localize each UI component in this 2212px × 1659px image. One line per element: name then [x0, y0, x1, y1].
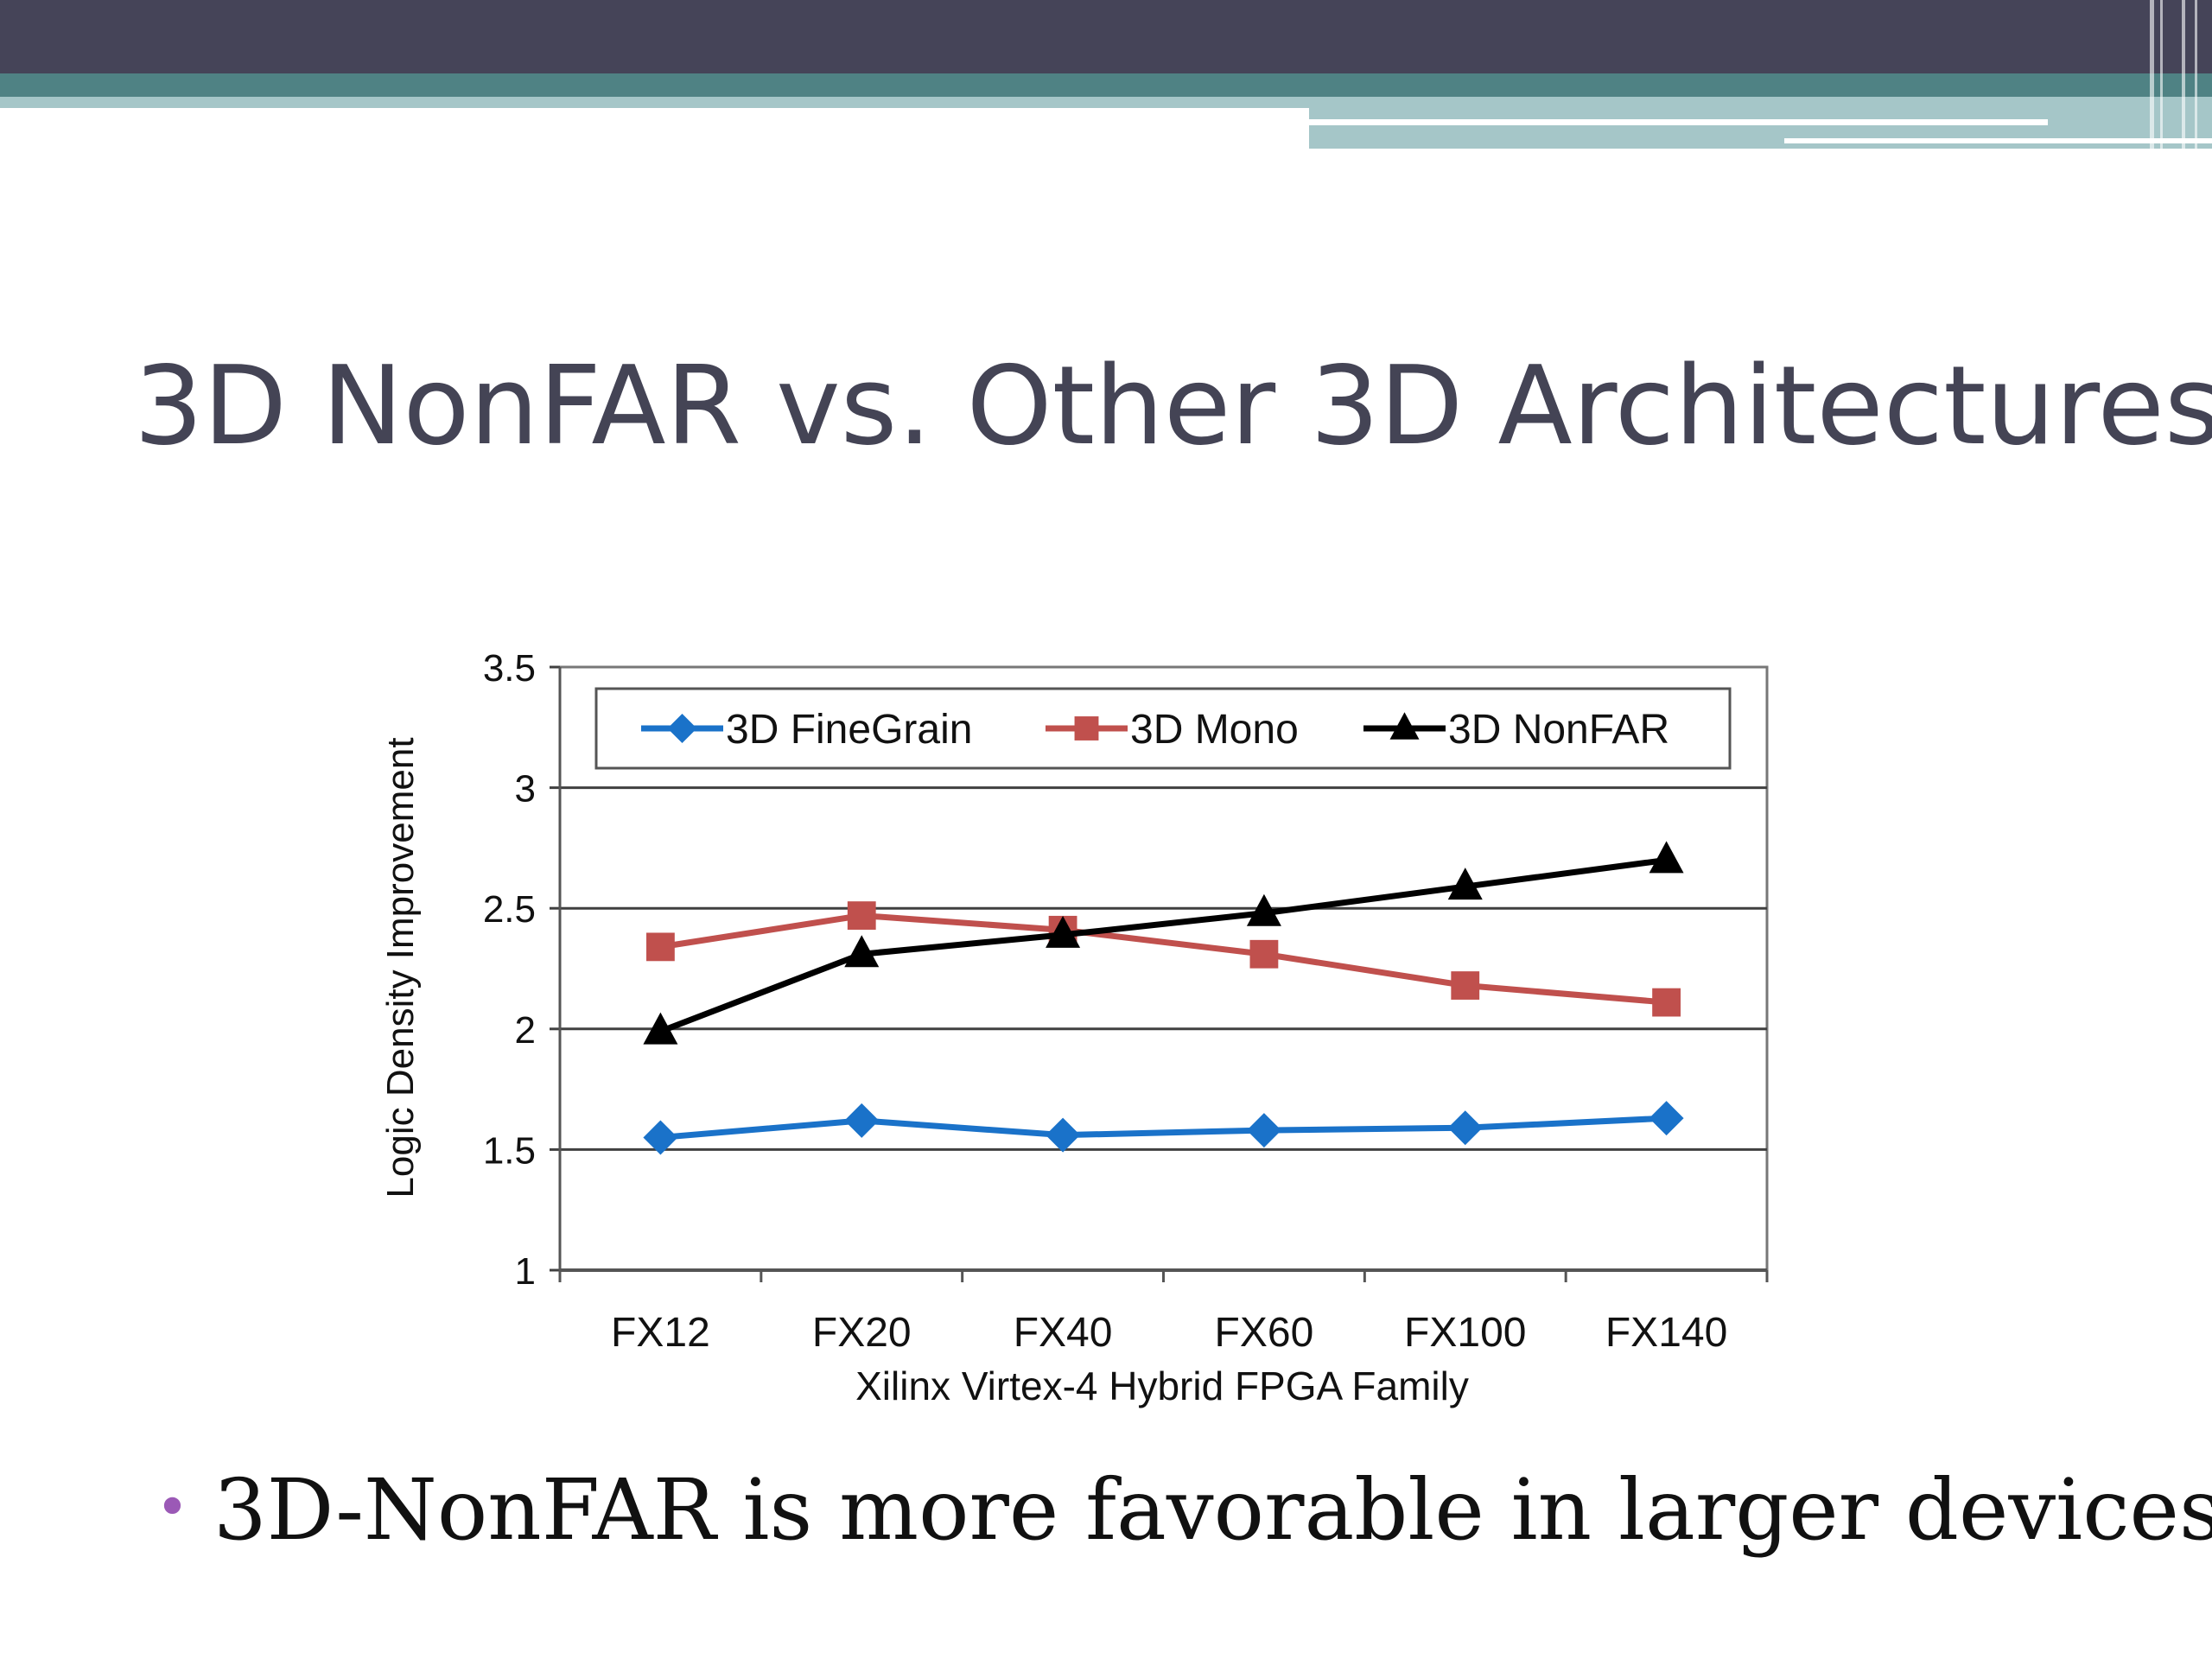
y-tick-label: 1.5	[483, 1129, 536, 1172]
y-tick-label: 2	[515, 1009, 536, 1052]
data-point-3d-finegrain	[844, 1103, 880, 1138]
x-tick-label: FX100	[1404, 1310, 1526, 1356]
bullet-text: 3D-NonFAR is more favorable in larger de…	[213, 1461, 2212, 1559]
data-point-3d-nonfar	[1046, 915, 1081, 948]
x-tick-label: FX60	[1215, 1310, 1314, 1356]
legend-label-3d-nonfar: 3D NonFAR	[1448, 707, 1669, 753]
x-tick-label: FX20	[812, 1310, 912, 1356]
data-point-3d-nonfar	[1447, 868, 1483, 900]
y-tick-label: 2.5	[483, 888, 536, 931]
data-point-3d-mono	[847, 901, 876, 930]
data-point-3d-finegrain	[643, 1120, 678, 1155]
series-3d-mono	[646, 901, 1681, 1017]
data-point-3d-mono	[1652, 988, 1681, 1017]
top-banner	[0, 0, 2212, 151]
series-layer	[643, 841, 1684, 1155]
data-point-3d-finegrain	[1649, 1101, 1684, 1136]
banner-edge-stripe-2	[2160, 0, 2163, 151]
axis-layer: 1 1.5 2 2.5 3 3.5 FX12 FX20 FX40 FX60 FX100 FX140	[483, 647, 1769, 1356]
data-point-3d-nonfar	[1649, 841, 1684, 874]
legend-marker-3d-mono	[1074, 716, 1099, 741]
legend-marker-3d-nonfar	[1389, 712, 1420, 740]
data-point-3d-nonfar	[643, 1012, 678, 1045]
legend-label-3d-mono: 3D Mono	[1130, 707, 1299, 753]
series-line-3d-finegrain	[660, 1115, 1667, 1141]
banner-white-line	[1309, 119, 2048, 125]
data-point-3d-nonfar	[844, 935, 880, 968]
chart-legend: 3D FineGrain 3D Mono 3D NonFAR	[594, 687, 1732, 770]
series-line-3d-nonfar	[659, 856, 1668, 1034]
y-tick-label: 1	[515, 1250, 536, 1293]
banner-teal-band	[0, 73, 2212, 97]
data-point-3d-nonfar	[1246, 893, 1281, 926]
bullet-dot: •	[156, 1474, 189, 1541]
series-3d-finegrain	[643, 1101, 1684, 1155]
y-axis-label: Logic Density Improvement	[379, 737, 422, 1198]
x-tick-label: FX40	[1014, 1310, 1113, 1356]
series-3d-nonfar	[643, 841, 1684, 1045]
data-point-3d-mono	[1451, 971, 1480, 1000]
x-tick-label: FX12	[611, 1310, 710, 1356]
data-point-3d-finegrain	[1447, 1110, 1483, 1146]
slide-title: 3D NonFAR vs. Other 3D Architectures	[134, 342, 2212, 469]
banner-edge-stripe	[2150, 0, 2154, 151]
data-point-3d-mono	[646, 932, 675, 962]
banner-edge-stripe-4	[2195, 0, 2197, 151]
y-tick-label: 3	[515, 768, 536, 810]
series-line-3d-mono	[659, 912, 1667, 1006]
legend-marker-3d-finegrain	[667, 714, 697, 743]
legend-label-3d-finegrain: 3D FineGrain	[726, 707, 972, 753]
banner-dark-band	[0, 0, 2212, 73]
y-tick-label: 3.5	[483, 647, 536, 690]
legend-box	[594, 687, 1732, 770]
data-point-3d-finegrain	[1246, 1113, 1281, 1148]
x-axis-label: Xilinx Virtex-4 Hybrid FPGA Family	[855, 1363, 1469, 1408]
bullet-point: • 3D-NonFAR is more favorable in larger d…	[156, 1452, 2212, 1567]
banner-edge-stripe-3	[2182, 0, 2185, 151]
data-point-3d-mono	[1249, 939, 1279, 969]
banner-light-band	[0, 97, 1309, 108]
banner-white-line-2	[1784, 138, 2212, 143]
data-point-3d-finegrain	[1046, 1117, 1081, 1153]
x-tick-label: FX140	[1605, 1310, 1727, 1356]
